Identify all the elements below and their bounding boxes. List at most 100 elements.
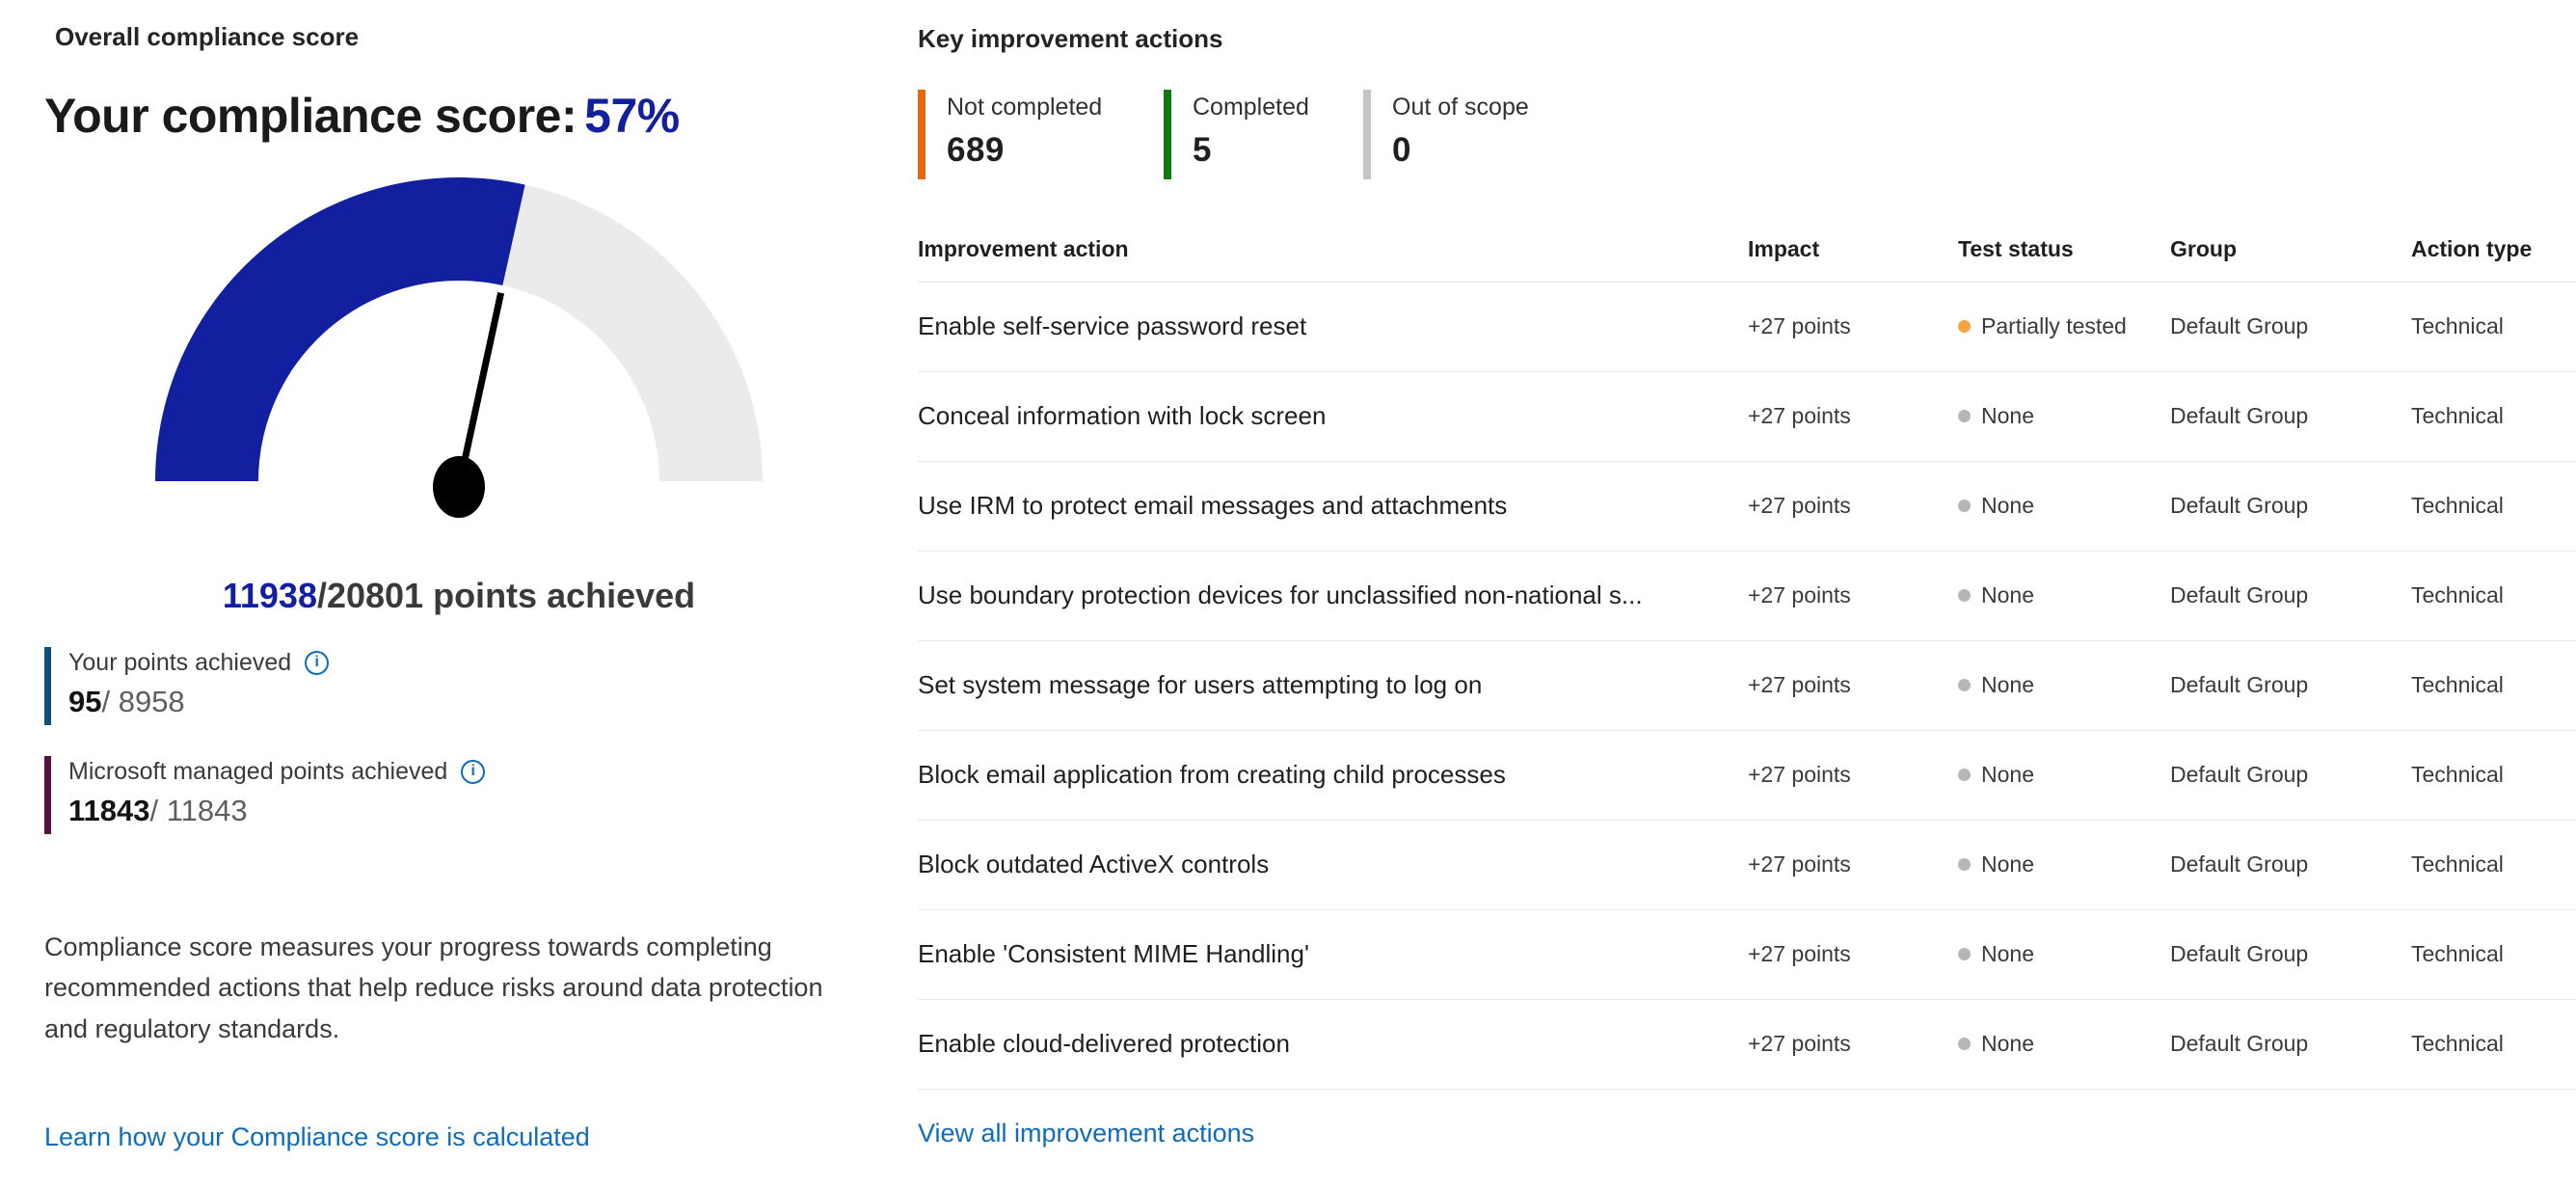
impact-value: +27 points (1748, 493, 1851, 518)
action-name: Block outdated ActiveX controls (918, 850, 1270, 878)
status-dot-icon (1958, 769, 1971, 781)
compliance-gauge (146, 173, 772, 522)
action-name: Enable cloud-delivered protection (918, 1029, 1290, 1058)
table-row[interactable]: Conceal information with lock screen +27 … (918, 372, 2576, 462)
impact-value: +27 points (1748, 1031, 1851, 1056)
column-header-group: Group (2170, 236, 2237, 261)
impact-value: +27 points (1748, 582, 1851, 608)
test-status: None (1958, 493, 2170, 519)
microsoft-points-total: / 11843 (149, 793, 248, 827)
actions-status-summary: Not completed 689 Completed 5 Out of sco… (918, 89, 2576, 179)
group-value: Default Group (2170, 403, 2309, 428)
stat-label: Out of scope (1392, 93, 1529, 121)
status-label: None (1981, 762, 2034, 787)
compliance-score-description: Compliance score measures your progress … (44, 932, 823, 1043)
impact-value: +27 points (1748, 851, 1851, 877)
improvement-table-body: Enable self-service password reset +27 po… (918, 283, 2576, 1090)
key-improvement-actions-title: Key improvement actions (918, 24, 1223, 53)
table-row[interactable]: Block email application from creating ch… (918, 731, 2576, 821)
table-row[interactable]: Use boundary protection devices for uncl… (918, 552, 2576, 641)
impact-value: +27 points (1748, 941, 1851, 966)
column-header-test-status: Test status (1958, 236, 2074, 261)
points-achieved-line: 11938/20801 points achieved (44, 576, 873, 616)
score-heading-text: Your compliance score: (44, 88, 577, 143)
table-row[interactable]: Use IRM to protect email messages and at… (918, 462, 2576, 552)
your-points-achieved: 95 (68, 684, 102, 718)
status-dot-icon (1958, 948, 1971, 960)
your-points-total: / 8958 (101, 684, 185, 718)
column-header-action-type: Action type (2411, 236, 2533, 261)
test-status: None (1958, 672, 2170, 698)
action-name: Enable self-service password reset (918, 311, 1307, 340)
status-label: None (1981, 493, 2034, 518)
gauge-needle-pivot (433, 455, 485, 518)
action-type-value: Technical (2411, 762, 2504, 787)
group-value: Default Group (2170, 582, 2309, 608)
action-name: Set system message for users attempting … (918, 670, 1483, 699)
status-label: None (1981, 941, 2034, 966)
gauge-arc-filled (155, 176, 525, 481)
table-row[interactable]: Block outdated ActiveX controls +27 point… (918, 821, 2576, 910)
action-name: Block email application from creating ch… (918, 760, 1506, 789)
stat-value: 689 (947, 130, 1005, 169)
info-icon[interactable]: i (305, 650, 330, 675)
status-dot-icon (1958, 589, 1971, 602)
view-all-improvement-actions-link[interactable]: View all improvement actions (918, 1118, 1255, 1148)
stat-not-completed: Not completed 689 (918, 89, 1164, 179)
stat-label: Not completed (947, 93, 1103, 121)
impact-value: +27 points (1748, 313, 1851, 338)
stat-completed: Completed 5 (1164, 89, 1363, 179)
status-dot-icon (1958, 320, 1971, 333)
gauge-arc-empty (502, 184, 763, 481)
test-status: Partially tested (1958, 313, 2170, 339)
status-label: None (1981, 1031, 2034, 1056)
gauge-svg (155, 176, 763, 518)
test-status: None (1958, 1031, 2170, 1057)
status-dot-icon (1958, 679, 1971, 691)
test-status: None (1958, 762, 2170, 788)
overall-score-title: Overall compliance score (55, 22, 360, 51)
your-points-label: Your points achieved (68, 648, 292, 676)
group-value: Default Group (2170, 313, 2309, 338)
stat-value: 5 (1193, 130, 1212, 169)
stat-label: Completed (1193, 93, 1309, 121)
action-type-value: Technical (2411, 582, 2504, 608)
action-name: Conceal information with lock screen (918, 401, 1327, 430)
legend-label-row: Microsoft managed points achieved i (68, 758, 873, 786)
group-value: Default Group (2170, 1031, 2309, 1056)
stat-out-of-scope: Out of scope 0 (1363, 89, 1604, 179)
status-dot-icon (1958, 1038, 1971, 1050)
microsoft-points-label: Microsoft managed points achieved (68, 757, 448, 785)
action-name: Use boundary protection devices for uncl… (918, 580, 1643, 609)
microsoft-points-achieved: 11843 (68, 793, 150, 827)
info-icon[interactable]: i (461, 759, 486, 784)
status-dot-icon (1958, 500, 1971, 512)
improvement-actions-table: Improvement action Impact Test status Gr… (918, 218, 2576, 1090)
status-label: None (1981, 672, 2034, 697)
column-header-improvement-action: Improvement action (918, 236, 1129, 261)
stat-value: 0 (1392, 130, 1411, 169)
action-type-value: Technical (2411, 672, 2504, 697)
table-row[interactable]: Enable cloud-delivered protection +27 poi… (918, 1000, 2576, 1090)
action-name: Enable 'Consistent MIME Handling' (918, 939, 1309, 968)
score-percent-value: 57% (584, 88, 680, 143)
status-label: Partially tested (1981, 313, 2127, 338)
impact-value: +27 points (1748, 672, 1851, 697)
action-type-value: Technical (2411, 403, 2504, 428)
impact-value: +27 points (1748, 403, 1851, 428)
learn-how-calculated-link[interactable]: Learn how your Compliance score is calcu… (44, 1122, 590, 1152)
action-type-value: Technical (2411, 1031, 2504, 1056)
group-value: Default Group (2170, 672, 2309, 697)
microsoft-points-value: 11843/ 11843 (68, 794, 873, 828)
status-label: None (1981, 851, 2034, 877)
compliance-score-panel: Overall compliance score Your compliance… (44, 21, 873, 1152)
table-row[interactable]: Enable 'Consistent MIME Handling' +27 poi… (918, 910, 2576, 1000)
table-row[interactable]: Set system message for users attempting … (918, 641, 2576, 731)
action-type-value: Technical (2411, 493, 2504, 518)
key-improvement-actions-panel: Key improvement actions Not completed 68… (918, 23, 2576, 1148)
test-status: None (1958, 851, 2170, 878)
group-value: Default Group (2170, 941, 2309, 966)
points-total-text: /20801 points achieved (316, 575, 696, 615)
table-header-row: Improvement action Impact Test status Gr… (918, 218, 2576, 283)
table-row[interactable]: Enable self-service password reset +27 po… (918, 283, 2576, 372)
